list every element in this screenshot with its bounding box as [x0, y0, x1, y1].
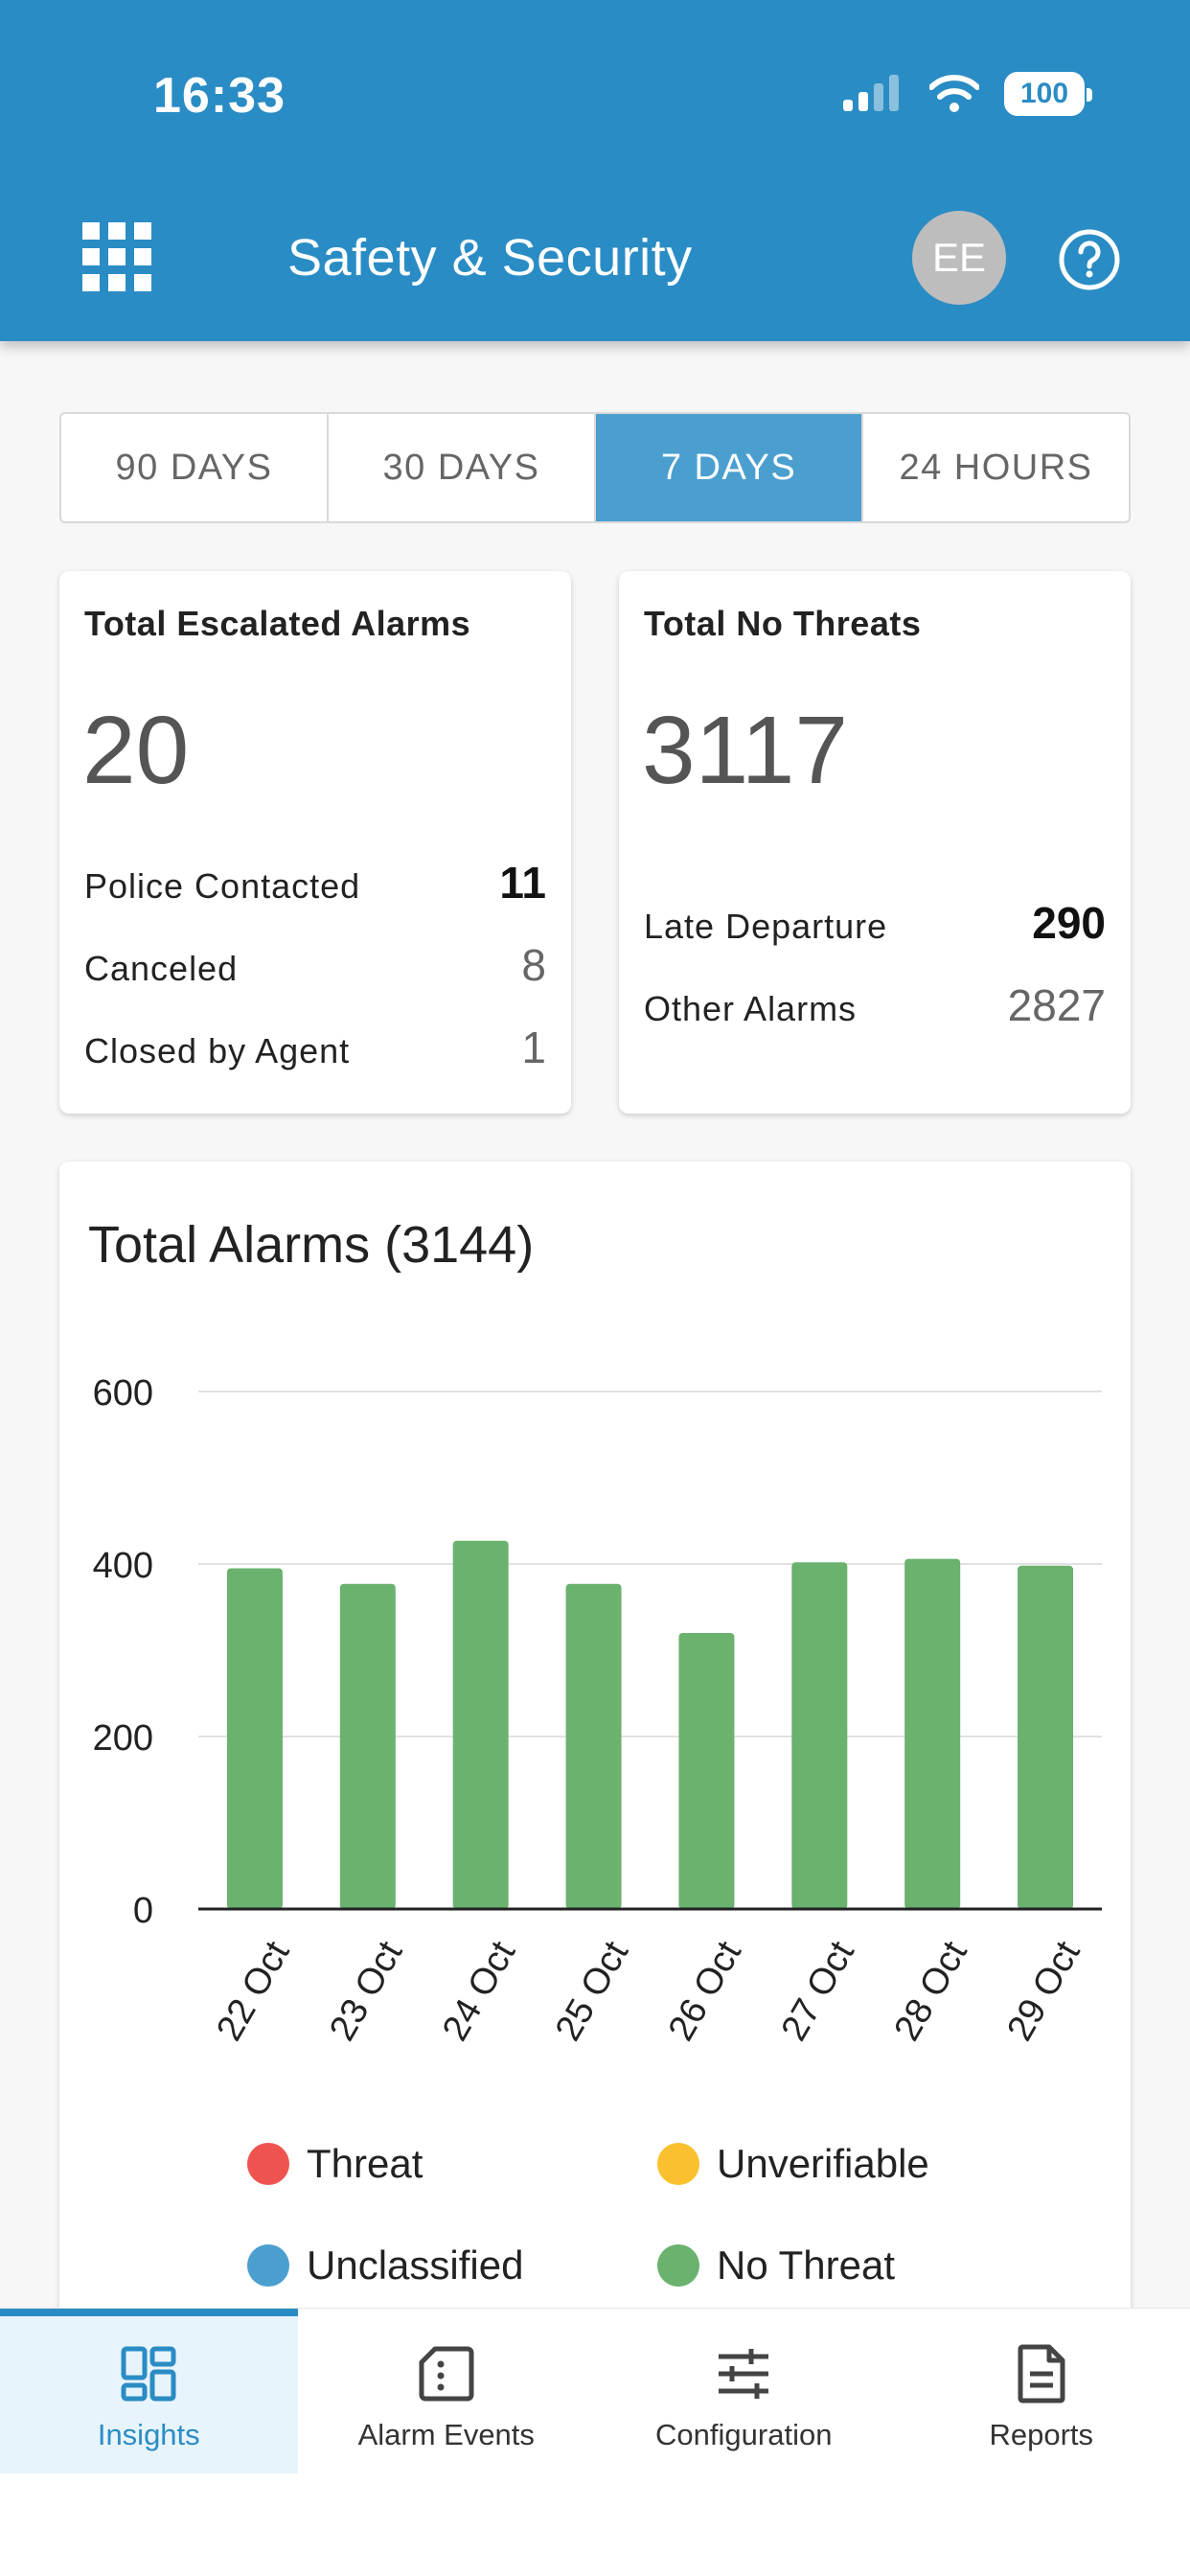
bar — [226, 1568, 283, 1909]
chart-title: Total Alarms (3144) — [88, 1216, 535, 1274]
nav-alarm-events[interactable]: Alarm Events — [298, 2309, 596, 2473]
nav-label: Alarm Events — [357, 2418, 535, 2451]
legend-label: Unclassified — [307, 2242, 524, 2288]
alarm-events-icon — [419, 2346, 474, 2402]
status-time: 16:33 — [153, 68, 286, 124]
cellular-signal-icon — [843, 75, 899, 111]
stat-label: Late Departure — [644, 907, 888, 946]
x-tick-label: 25 Oct — [548, 1934, 637, 2047]
dashboard-icon — [121, 2346, 176, 2402]
escalated-card-title: Total Escalated Alarms — [84, 604, 471, 643]
nav-label: Reports — [989, 2418, 1094, 2451]
no-threats-total: 3117 — [642, 697, 849, 804]
no-threats-card-title: Total No Threats — [644, 604, 922, 643]
bar — [678, 1633, 735, 1909]
legend-dot-icon — [657, 2244, 699, 2287]
range-tab-7-days[interactable]: 7 DAYS — [596, 414, 863, 521]
legend-label: Unverifiable — [717, 2141, 929, 2186]
user-avatar[interactable]: EE — [912, 211, 1006, 305]
wifi-icon — [929, 75, 979, 112]
document-icon — [1018, 2344, 1065, 2404]
stat-label: Canceled — [84, 949, 239, 988]
bar — [1018, 1565, 1074, 1909]
stat-value: 8 — [521, 940, 546, 990]
stat-row-closed-by-agent: Closed by Agent 1 — [84, 1022, 546, 1073]
y-tick-label: 0 — [133, 1891, 153, 1931]
legend-dot-icon — [247, 2143, 289, 2185]
x-tick-label: 22 Oct — [209, 1934, 298, 2047]
no-threats-card[interactable]: Total No Threats 3117 Late Departure 290… — [619, 571, 1131, 1114]
legend-unverifiable[interactable]: Unverifiable — [657, 2141, 929, 2187]
bottom-navigation: Insights Alarm Events Configuration Repo… — [0, 2308, 1190, 2576]
page-title: Safety & Security — [287, 229, 693, 287]
legend-label: No Threat — [717, 2242, 895, 2288]
total-alarms-bar-chart: 0 200 400 600 22 Oct 23 Oct 24 Oct 25 Oct 26 Oct… — [93, 1373, 1102, 2048]
legend-threat[interactable]: Threat — [247, 2141, 423, 2187]
sliders-icon — [719, 2349, 769, 2399]
legend-no-threat[interactable]: No Threat — [657, 2242, 895, 2288]
legend-label: Threat — [307, 2141, 423, 2186]
x-tick-label: 27 Oct — [774, 1934, 863, 2047]
stat-value: 290 — [1032, 898, 1106, 948]
range-tab-24-hours[interactable]: 24 HOURS — [899, 447, 1093, 488]
legend-dot-icon — [247, 2244, 289, 2287]
x-tick-label: 28 Oct — [887, 1934, 976, 2047]
y-tick-label: 400 — [93, 1546, 153, 1586]
nav-configuration[interactable]: Configuration — [595, 2309, 893, 2473]
bar — [904, 1558, 961, 1909]
app-bar: 16:33 100 Safety & Security EE — [0, 0, 1190, 341]
x-tick-label: 29 Oct — [999, 1934, 1088, 2047]
legend-dot-icon — [657, 2143, 699, 2185]
stat-row-police-contacted: Police Contacted 11 — [84, 857, 546, 908]
status-icons: 100 — [843, 72, 1092, 116]
y-tick-label: 600 — [93, 1373, 153, 1414]
stat-value: 11 — [499, 858, 546, 908]
escalated-alarms-card[interactable]: Total Escalated Alarms 20 Police Contact… — [59, 571, 571, 1114]
nav-reports[interactable]: Reports — [893, 2309, 1190, 2473]
range-tab-30-days[interactable]: 30 DAYS — [329, 414, 596, 521]
escalated-total: 20 — [82, 697, 190, 804]
bar — [565, 1583, 622, 1909]
bar — [791, 1562, 848, 1909]
bar — [452, 1540, 509, 1909]
help-icon[interactable] — [1058, 228, 1121, 291]
stat-row-other-alarms: Other Alarms 2827 — [644, 979, 1106, 1031]
battery-indicator: 100 — [1004, 72, 1092, 116]
x-tick-label: 23 Oct — [322, 1934, 411, 2047]
x-tick-label: 26 Oct — [661, 1934, 750, 2047]
range-tab-90-days[interactable]: 90 DAYS — [61, 414, 329, 521]
legend-unclassified[interactable]: Unclassified — [247, 2242, 523, 2288]
stat-label: Other Alarms — [644, 989, 858, 1028]
apps-grid-icon[interactable] — [82, 222, 151, 291]
nav-label: Insights — [97, 2418, 200, 2451]
range-selector: 90 DAYS 30 DAYS 7 DAYS 24 HOURS — [59, 412, 1131, 523]
y-tick-label: 200 — [93, 1718, 153, 1759]
x-tick-label: 24 Oct — [435, 1934, 524, 2047]
stat-label: Police Contacted — [84, 866, 361, 906]
nav-insights[interactable]: Insights — [0, 2309, 298, 2473]
stat-value: 2827 — [1007, 980, 1106, 1030]
stat-label: Closed by Agent — [84, 1031, 351, 1070]
bar — [339, 1583, 396, 1909]
stat-row-late-departure: Late Departure 290 — [644, 897, 1106, 949]
stat-value: 1 — [521, 1023, 546, 1072]
stat-row-canceled: Canceled 8 — [84, 939, 546, 991]
nav-label: Configuration — [655, 2418, 833, 2451]
